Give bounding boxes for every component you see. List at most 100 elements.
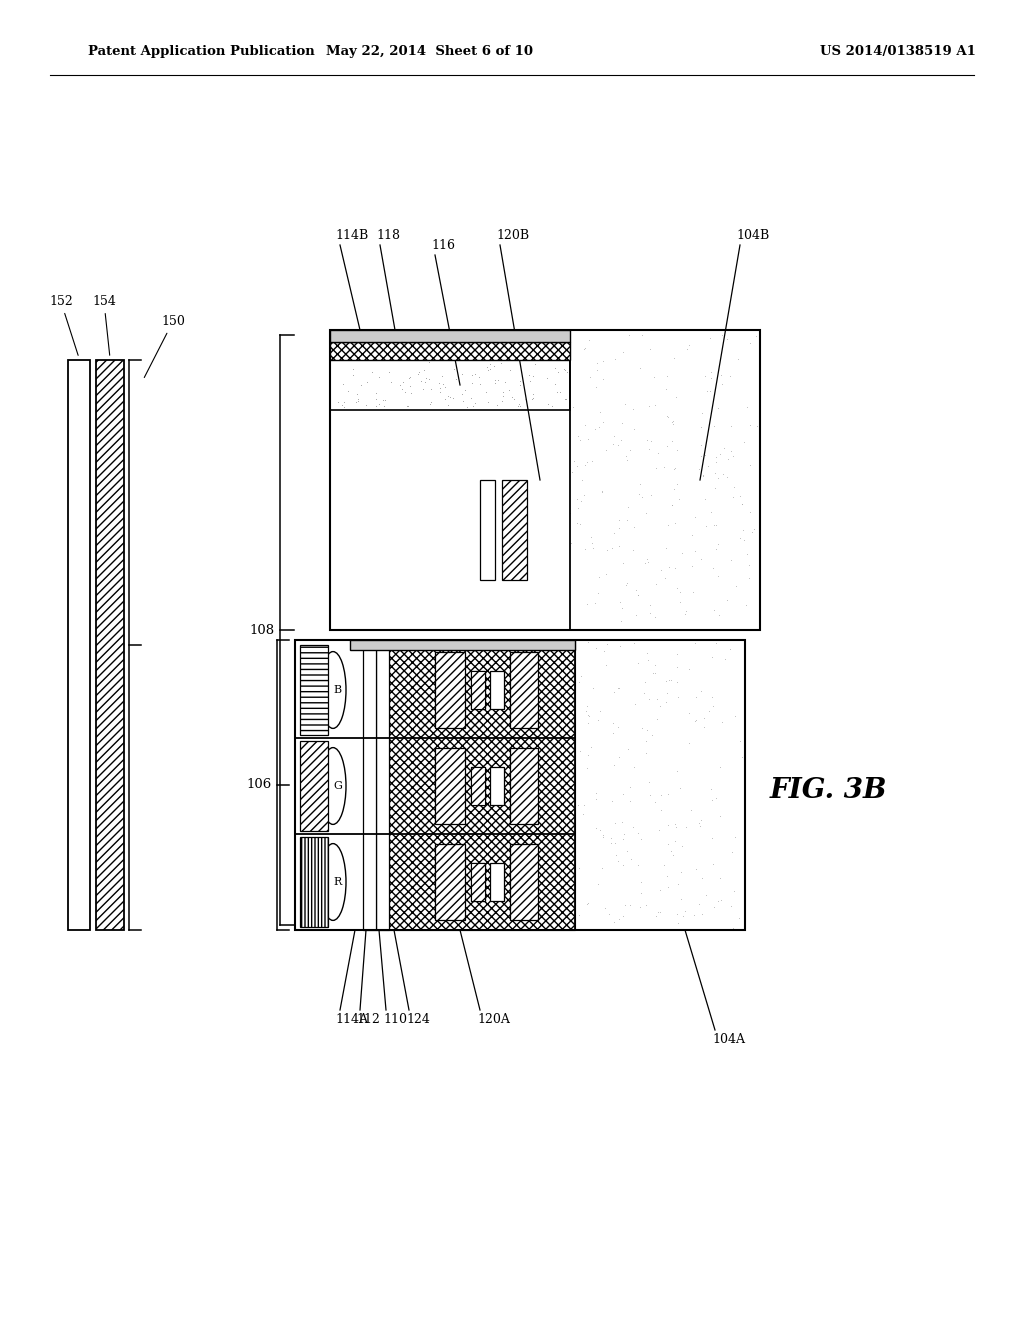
- Point: [710, 467, 726, 488]
- Point: [311, 638, 328, 659]
- Point: [353, 898, 370, 919]
- Point: [455, 391, 471, 412]
- Point: [556, 475, 572, 496]
- Point: [536, 837, 552, 858]
- Point: [417, 371, 433, 392]
- Point: [333, 404, 349, 425]
- Point: [446, 796, 463, 817]
- Point: [476, 414, 493, 436]
- Point: [594, 480, 610, 502]
- Point: [373, 854, 389, 875]
- Point: [416, 359, 432, 380]
- Point: [528, 855, 545, 876]
- Point: [382, 750, 398, 771]
- Point: [633, 871, 649, 892]
- Point: [590, 583, 606, 605]
- Point: [495, 391, 511, 412]
- Point: [433, 366, 450, 387]
- Point: [337, 322, 353, 343]
- Point: [509, 711, 525, 733]
- Point: [467, 458, 483, 479]
- Point: [697, 366, 714, 387]
- Point: [665, 845, 681, 866]
- Point: [483, 726, 500, 747]
- Point: [451, 788, 467, 809]
- Point: [615, 829, 632, 850]
- Point: [612, 430, 629, 451]
- Point: [648, 573, 665, 594]
- Point: [476, 359, 493, 380]
- Point: [371, 702, 387, 723]
- Point: [469, 783, 485, 804]
- Point: [669, 760, 685, 781]
- Point: [340, 329, 356, 350]
- Point: [350, 388, 367, 409]
- Point: [513, 359, 529, 380]
- Point: [705, 647, 721, 668]
- Point: [301, 682, 317, 704]
- Point: [368, 383, 384, 404]
- Point: [744, 521, 761, 543]
- Point: [349, 634, 366, 655]
- Point: [336, 391, 352, 412]
- Point: [734, 520, 751, 541]
- Point: [745, 519, 762, 540]
- Point: [360, 395, 377, 416]
- Point: [411, 362, 427, 383]
- Point: [423, 907, 439, 928]
- Point: [298, 840, 314, 861]
- Point: [377, 902, 393, 923]
- Point: [478, 598, 495, 619]
- Point: [611, 747, 628, 768]
- Point: [434, 342, 451, 363]
- Point: [614, 855, 631, 876]
- Point: [334, 395, 350, 416]
- Point: [385, 742, 401, 763]
- Point: [385, 475, 401, 496]
- Point: [524, 389, 541, 411]
- Point: [501, 527, 517, 548]
- Point: [510, 374, 526, 395]
- Point: [531, 723, 548, 744]
- Point: [658, 436, 675, 457]
- Point: [351, 873, 368, 894]
- Point: [426, 507, 442, 528]
- Point: [352, 362, 369, 383]
- Point: [531, 441, 548, 462]
- Point: [378, 346, 394, 367]
- Point: [323, 756, 339, 777]
- Point: [464, 364, 480, 385]
- Point: [446, 545, 463, 566]
- Point: [381, 362, 397, 383]
- Point: [705, 686, 721, 708]
- Point: [549, 381, 565, 403]
- Point: [581, 705, 597, 726]
- Point: [678, 601, 694, 622]
- Point: [442, 387, 459, 408]
- Point: [318, 701, 335, 722]
- Point: [545, 523, 561, 544]
- Point: [396, 379, 413, 400]
- Point: [415, 379, 431, 400]
- Point: [430, 407, 446, 428]
- Point: [336, 396, 352, 417]
- Point: [361, 671, 378, 692]
- Point: [512, 370, 528, 391]
- Point: [408, 400, 424, 421]
- Point: [540, 367, 556, 388]
- Point: [496, 569, 512, 590]
- Point: [372, 900, 388, 921]
- Point: [442, 871, 459, 892]
- Point: [353, 375, 370, 396]
- Point: [350, 444, 367, 465]
- Point: [703, 789, 720, 810]
- Point: [500, 770, 516, 791]
- Point: [408, 855, 424, 876]
- Point: [381, 389, 397, 411]
- Point: [639, 548, 655, 569]
- Point: [454, 384, 470, 405]
- Point: [667, 557, 683, 578]
- Point: [694, 465, 711, 486]
- Point: [665, 495, 681, 516]
- Point: [741, 333, 758, 354]
